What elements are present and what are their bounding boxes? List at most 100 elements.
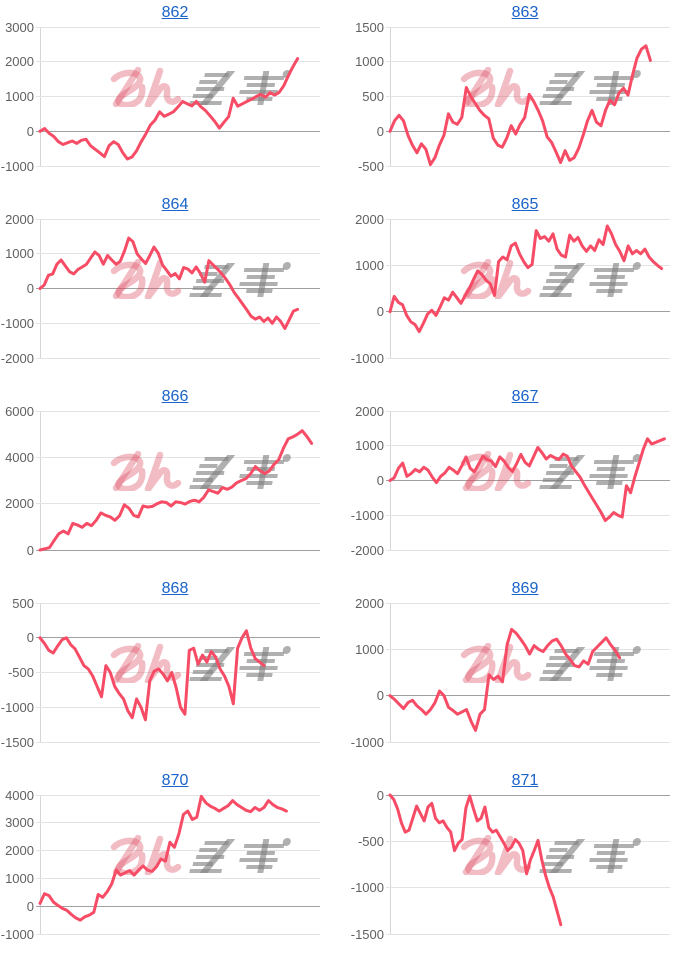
chart-cell: 870 — [0, 768, 350, 960]
gridline — [36, 850, 320, 852]
chart-title-link[interactable]: 862 — [161, 4, 189, 21]
gridline — [36, 218, 320, 220]
gridline — [36, 933, 320, 935]
chart-title-link[interactable]: 871 — [511, 772, 539, 789]
gridline — [36, 706, 320, 708]
gridline — [386, 357, 670, 359]
chart-cell: 862 — [0, 0, 350, 192]
y-tick-label: -2000 — [350, 542, 384, 558]
line-series-path — [38, 236, 300, 330]
gridline — [36, 410, 320, 412]
line-series — [388, 627, 622, 732]
y-tick-label: -1000 — [0, 926, 34, 942]
y-tick-label: 2000 — [5, 843, 34, 859]
y-axis-line — [390, 795, 391, 934]
y-tick-label: -1000 — [0, 699, 34, 715]
zero-gridline — [386, 311, 670, 313]
chart-plot: 2000 1000 0 -1000 — [351, 597, 670, 749]
gridline — [36, 602, 320, 604]
chart-cell: 869 — [350, 576, 700, 768]
y-tick-label: -2000 — [0, 350, 34, 366]
y-tick-label: 6000 — [5, 403, 34, 419]
gridline — [386, 165, 670, 167]
zero-gridline — [386, 130, 670, 132]
zero-gridline — [386, 480, 670, 481]
y-tick-label: 0 — [26, 123, 34, 139]
gridline — [36, 672, 320, 673]
gridline — [386, 933, 670, 935]
gridline — [386, 602, 670, 604]
gridline — [36, 322, 320, 324]
line-series-path — [38, 429, 314, 552]
chart-cell: 867 — [350, 384, 700, 576]
y-tick-label: 2000 — [5, 211, 34, 227]
gridline — [36, 822, 320, 824]
gridline — [36, 253, 320, 255]
y-tick-label: 3000 — [5, 815, 34, 831]
chart-title-link[interactable]: 864 — [161, 196, 189, 213]
chart-plot: 3000 2000 1000 0 -1000 — [1, 21, 320, 173]
y-tick-label: 0 — [376, 123, 384, 139]
chart-title-link[interactable]: 869 — [511, 580, 539, 597]
chart-title-row: 864 — [0, 192, 350, 218]
y-tick-label: 500 — [362, 89, 384, 104]
y-tick-label: 1000 — [355, 641, 384, 657]
line-series — [388, 437, 666, 522]
y-tick-label: -1000 — [350, 734, 384, 750]
y-tick-label: 1000 — [5, 246, 34, 262]
line-series-path — [38, 629, 266, 722]
y-tick-label: 0 — [26, 281, 34, 296]
y-tick-label: 1000 — [355, 257, 384, 273]
y-tick-label: 2000 — [355, 211, 384, 227]
chart-plot: 2000 1000 0 -1000 -2000 — [1, 213, 320, 365]
gridline — [36, 357, 320, 359]
line-series — [388, 44, 652, 167]
line-series-path — [388, 627, 622, 732]
y-tick-label: -1000 — [350, 507, 384, 523]
zero-gridline — [36, 905, 320, 907]
y-tick-label: 1000 — [355, 54, 384, 70]
y-axis-line — [390, 219, 391, 358]
line-series-path — [388, 224, 664, 334]
chart-title-link[interactable]: 868 — [161, 580, 189, 597]
line-series — [38, 429, 314, 552]
line-series — [38, 794, 288, 922]
y-tick-label: 1000 — [355, 438, 384, 454]
y-axis-line — [40, 795, 41, 934]
chart-title-link[interactable]: 867 — [511, 388, 539, 405]
y-tick-label: 1000 — [5, 89, 34, 104]
gridline — [386, 514, 670, 516]
y-tick-label: 1500 — [355, 19, 384, 35]
line-series — [388, 793, 563, 927]
chart-cell: 866 — [0, 384, 350, 576]
y-tick-label: 2000 — [355, 403, 384, 419]
chart-title-link[interactable]: 863 — [511, 4, 539, 21]
gridline — [36, 165, 320, 167]
gridline — [36, 877, 320, 879]
gridline — [386, 218, 670, 220]
gridline — [386, 445, 670, 447]
y-tick-label: -500 — [357, 158, 384, 174]
chart-title-link[interactable]: 870 — [161, 772, 189, 789]
gridline — [36, 26, 320, 28]
chart-title-link[interactable]: 866 — [161, 388, 189, 405]
y-tick-label: 0 — [26, 630, 34, 646]
line-series-path — [388, 44, 652, 167]
y-tick-label: 0 — [376, 787, 384, 803]
chart-plot: 2000 1000 0 -1000 -2000 — [351, 405, 670, 557]
chart-title-link[interactable]: 865 — [511, 196, 539, 213]
zero-gridline — [36, 130, 320, 132]
chart-title-row: 863 — [350, 0, 700, 26]
gridline — [386, 840, 670, 842]
y-tick-label: 500 — [12, 595, 34, 611]
chart-plot: 0 -500 -1000 -1500 — [351, 789, 670, 941]
y-axis-line — [40, 411, 41, 550]
chart-cell: 864 — [0, 192, 350, 384]
line-series-path — [388, 437, 666, 522]
chart-title-row: 867 — [350, 384, 700, 410]
y-tick-label: -500 — [357, 833, 384, 849]
chart-cell: 871 — [350, 768, 700, 960]
gridline — [386, 61, 670, 63]
line-series — [38, 629, 266, 722]
